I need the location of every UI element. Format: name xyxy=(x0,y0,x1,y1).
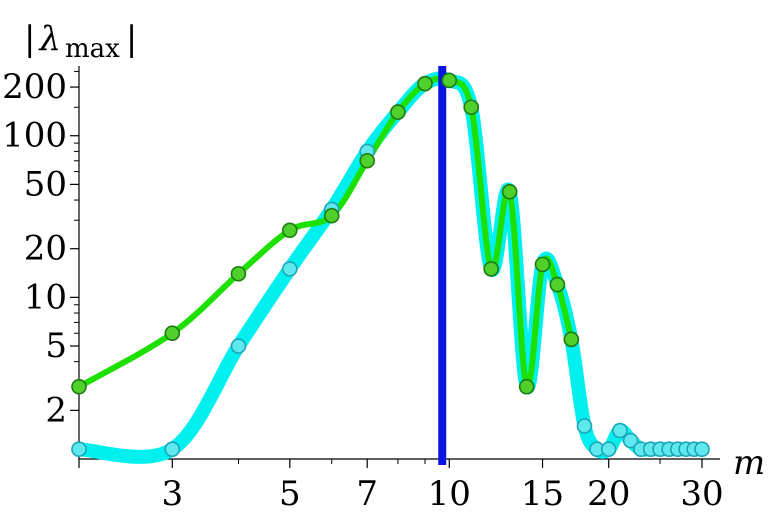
series-2-point-17 xyxy=(563,331,580,348)
series-2-point-3 xyxy=(164,325,181,342)
x-tick-label-20: 20 xyxy=(587,474,630,514)
x-tick-label-10: 10 xyxy=(428,474,471,514)
series-2-point-7 xyxy=(359,152,376,169)
series-line-2 xyxy=(76,75,575,391)
y-tick-label-2: 2 xyxy=(45,390,67,430)
x-tick-label-15: 15 xyxy=(521,474,564,514)
series-1-point-18 xyxy=(576,418,593,434)
series-2-point-12 xyxy=(483,261,500,277)
marker-layer xyxy=(71,72,710,457)
series-1-point-5 xyxy=(281,261,298,277)
y-tick-label-5: 5 xyxy=(45,326,67,366)
y-axis-title-subscript: max xyxy=(65,34,120,64)
series-layer xyxy=(72,71,709,464)
series-1-point-20 xyxy=(600,441,617,457)
series-2-point-15 xyxy=(534,256,551,273)
labels-layer: 3 5 7 10 15 20 30 2 5 10 20 50 100 200 xyxy=(2,67,724,514)
y-tick-label-100: 100 xyxy=(2,116,67,156)
series-2-point-2 xyxy=(71,378,87,395)
series-1-point-21 xyxy=(612,422,628,439)
series-1-point-2 xyxy=(71,441,87,457)
series-line-1 xyxy=(72,71,709,464)
series-2-point-13 xyxy=(501,183,518,200)
series-1-point-4 xyxy=(230,338,247,354)
series-2-point-11 xyxy=(463,99,479,116)
y-tick-label-10: 10 xyxy=(24,277,67,317)
series-2-point-4 xyxy=(230,265,247,282)
y-axis-title-bar-left: | xyxy=(24,19,35,59)
y-axis-title-bar-right: | xyxy=(126,19,137,59)
x-tick-label-7: 7 xyxy=(356,474,378,514)
y-tick-label-50: 50 xyxy=(24,164,67,204)
y-tick-label-20: 20 xyxy=(24,229,67,269)
x-axis-title: m xyxy=(733,443,765,483)
series-2-point-10 xyxy=(441,72,458,89)
series-2-point-9 xyxy=(417,75,433,92)
y-axis-title: | λ max | xyxy=(24,19,137,64)
series-2-point-6 xyxy=(323,207,340,224)
series-1-point-30 xyxy=(694,441,710,457)
x-tick-label-3: 3 xyxy=(161,474,183,514)
series-2-point-16 xyxy=(549,276,566,293)
x-tick-label-30: 30 xyxy=(680,474,723,514)
y-tick-label-200: 200 xyxy=(2,67,67,107)
series-1-point-3 xyxy=(164,441,181,457)
x-tick-label-5: 5 xyxy=(279,474,301,514)
series-1-point-22 xyxy=(622,432,639,449)
series-2-point-8 xyxy=(390,104,406,120)
y-axis-title-symbol: λ xyxy=(37,19,61,59)
series-2-point-14 xyxy=(518,378,535,395)
series-2-point-5 xyxy=(281,222,298,239)
